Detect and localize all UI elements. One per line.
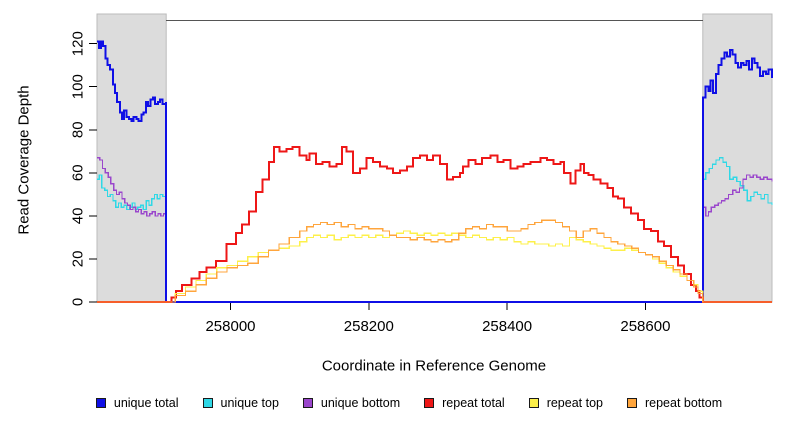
- legend-label: repeat bottom: [644, 396, 723, 410]
- legend-swatch-icon: [95, 398, 106, 408]
- legend-swatch-icon: [424, 398, 435, 408]
- shaded-region-left: [96, 13, 167, 303]
- series-line-unique-total: [97, 40, 773, 303]
- y-tick-label: 80: [70, 121, 87, 138]
- legend-swatch-icon: [626, 398, 637, 408]
- legend-item-unique-bottom: unique bottom: [302, 396, 401, 410]
- y-tick-label: 20: [70, 251, 87, 268]
- plot-area: 258000 258200 258400 258600 0 20 40 60 80 100 120: [70, 13, 773, 335]
- y-tick-label: 0: [70, 298, 87, 306]
- y-tick-label: 120: [70, 31, 87, 56]
- legend-item-repeat-top: repeat top: [528, 396, 603, 410]
- shaded-region-right: [702, 13, 773, 303]
- legend-label: unique bottom: [320, 396, 401, 410]
- legend-item-unique-total: unique total: [95, 396, 179, 410]
- legend-item-repeat-bottom: repeat bottom: [626, 396, 723, 410]
- y-axis-title: Read Coverage Depth: [15, 85, 33, 235]
- legend-label: repeat top: [546, 396, 603, 410]
- legend-swatch-icon: [202, 398, 213, 408]
- x-axis-title: Coordinate in Reference Genome: [321, 357, 547, 375]
- legend: unique total unique top unique bottom repea…: [0, 396, 792, 410]
- legend-swatch-icon: [302, 398, 313, 408]
- x-tick-label: 258000: [205, 318, 255, 335]
- y-tick-label: 100: [70, 74, 87, 99]
- x-tick-label: 258200: [344, 318, 394, 335]
- y-tick-label: 60: [70, 164, 87, 181]
- legend-label: unique top: [220, 396, 279, 410]
- legend-item-repeat-total: repeat total: [424, 396, 505, 410]
- series-line-unique-top: [97, 157, 773, 303]
- legend-swatch-icon: [528, 398, 539, 408]
- series-line-repeat-total: [97, 146, 772, 303]
- series-line-repeat-bottom: [97, 219, 772, 303]
- legend-label: unique total: [113, 396, 179, 410]
- x-tick-label: 258400: [482, 318, 532, 335]
- legend-item-unique-top: unique top: [202, 396, 279, 410]
- y-tick-label: 40: [70, 208, 87, 225]
- x-tick-label: 258600: [620, 318, 670, 335]
- legend-label: repeat total: [442, 396, 505, 410]
- series-line-unique-bottom: [97, 157, 773, 303]
